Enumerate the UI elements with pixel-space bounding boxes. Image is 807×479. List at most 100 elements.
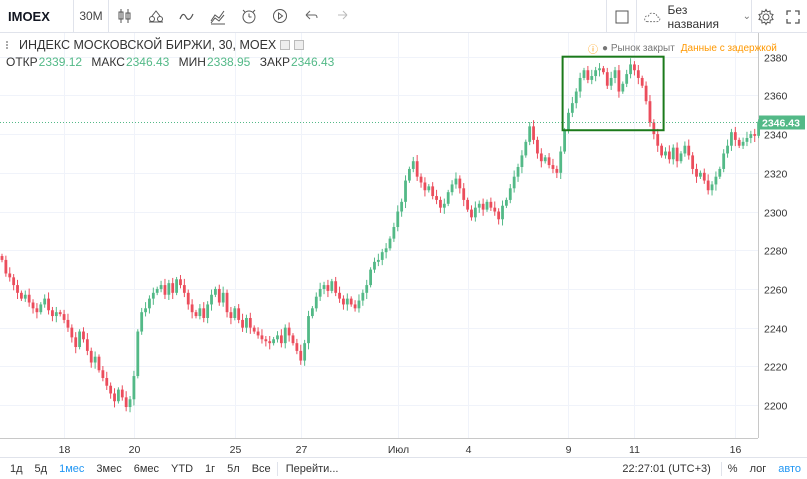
candle-body (408, 168, 411, 181)
candle-body (373, 261, 376, 270)
candle-body (485, 201, 489, 210)
candle-body (730, 132, 733, 146)
candle-body (155, 288, 159, 293)
undo-icon[interactable] (295, 0, 326, 33)
settings-series-icon[interactable] (294, 40, 305, 50)
market-closed-text: ● Рынок закрыт (602, 43, 675, 54)
candle-body (217, 288, 221, 303)
percent-scale-toggle[interactable]: % (727, 463, 738, 475)
candle-body (186, 292, 190, 305)
candle-body (462, 188, 466, 200)
alert-icon[interactable] (233, 0, 264, 33)
candle-body (489, 201, 493, 208)
expand-icon[interactable] (779, 0, 807, 33)
range-button-8[interactable]: Все (251, 462, 271, 475)
candle-body (415, 161, 419, 177)
candle-body (598, 68, 601, 71)
candle-body (516, 167, 520, 177)
y-tick-label: 2260 (764, 285, 788, 297)
candle-body (586, 70, 590, 80)
drag-handle-icon[interactable] (6, 41, 14, 49)
last-price-label: 2346.43 (762, 118, 800, 130)
candle-body (702, 172, 706, 181)
candle-body (753, 134, 757, 136)
candle-body (349, 298, 353, 305)
range-button-3[interactable]: 3мес (96, 462, 122, 475)
candles-icon[interactable] (109, 0, 140, 33)
fullscreen-icon[interactable] (606, 0, 636, 33)
compare-icon[interactable] (140, 0, 171, 33)
candle-body (101, 370, 105, 378)
candle-body (128, 399, 132, 408)
candle-body (470, 209, 473, 218)
candle-body (47, 298, 50, 311)
layout-menu-button[interactable]: Без названия ⌄ (636, 0, 751, 33)
candle-body (683, 145, 687, 154)
range-button-6[interactable]: 1г (205, 462, 216, 475)
candle-body (357, 300, 361, 309)
x-tick-label: Июл (388, 444, 409, 456)
clock-timezone[interactable]: 22:27:01 (UTC+3) (612, 462, 722, 476)
candle-body (613, 70, 617, 78)
candle-body (524, 141, 528, 156)
candle-body (404, 180, 407, 202)
candle-body (0, 256, 4, 260)
goto-date-button[interactable]: Перейти... (276, 461, 347, 476)
candle-body (450, 184, 454, 193)
candle-body (210, 294, 213, 305)
range-button-4[interactable]: 6мес (133, 462, 160, 475)
candle-body (338, 292, 341, 299)
indicators-icon[interactable] (171, 0, 202, 33)
candle-body (733, 132, 737, 140)
candle-body (636, 70, 640, 78)
candle-body (644, 85, 648, 102)
auto-scale-toggle[interactable]: авто (778, 463, 801, 475)
candle-body (113, 393, 116, 402)
range-button-5[interactable]: YTD (171, 462, 194, 475)
hide-series-icon[interactable] (280, 40, 291, 50)
range-button-0[interactable]: 1д (10, 462, 23, 475)
log-scale-toggle[interactable]: лог (749, 463, 767, 475)
range-button-7[interactable]: 5л (227, 462, 240, 475)
open-label: ОТКР (6, 55, 38, 69)
candle-body (559, 151, 563, 173)
gear-icon[interactable] (751, 0, 779, 33)
price-chart[interactable]: 2200 2220 2240 2260 2280 2300 2320 2340 2360 2380… (0, 33, 807, 457)
candle-body (62, 314, 66, 320)
candle-body (508, 188, 512, 200)
range-button-1[interactable]: 5д (34, 462, 48, 475)
candle-body (691, 155, 695, 169)
chevron-down-icon: ⌄ (742, 11, 751, 22)
candle-body (318, 288, 322, 297)
y-tick-label: 2300 (764, 208, 788, 220)
close-value: 2346.43 (290, 55, 335, 69)
replay-icon[interactable] (264, 0, 295, 33)
interval-button[interactable]: 30M (74, 0, 109, 33)
candle-body (745, 137, 749, 142)
candle-body (353, 304, 357, 309)
range-button-2[interactable]: 1мес (59, 462, 85, 475)
candle-body (322, 285, 326, 289)
candle-body (493, 207, 497, 212)
candle-body (159, 285, 163, 289)
info-icon[interactable]: ⓘ (588, 45, 598, 56)
candle-body (671, 147, 675, 160)
candle-body (248, 317, 252, 328)
candle-body (245, 317, 248, 328)
candle-body (303, 343, 307, 361)
candle-body (574, 91, 578, 104)
candle-body (171, 283, 175, 293)
delayed-data-text[interactable]: Данные с задержкой (680, 43, 777, 54)
candle-body (706, 180, 710, 191)
candle-body (78, 331, 81, 348)
symbol-search-button[interactable]: IMOEX (0, 0, 74, 33)
candle-body (726, 145, 729, 154)
candle-body (539, 153, 543, 162)
x-tick-label: 25 (230, 444, 242, 456)
candle-body (163, 285, 167, 295)
redo-icon[interactable] (326, 0, 357, 33)
templates-icon[interactable] (202, 0, 233, 33)
candle-body (369, 269, 372, 286)
top-toolbar: IMOEX 30M Без названия ⌄ (0, 0, 807, 33)
ohlc-values: ОТКР2339.12 МАКС2346.43 МИН2338.95 ЗАКР2… (6, 55, 340, 69)
